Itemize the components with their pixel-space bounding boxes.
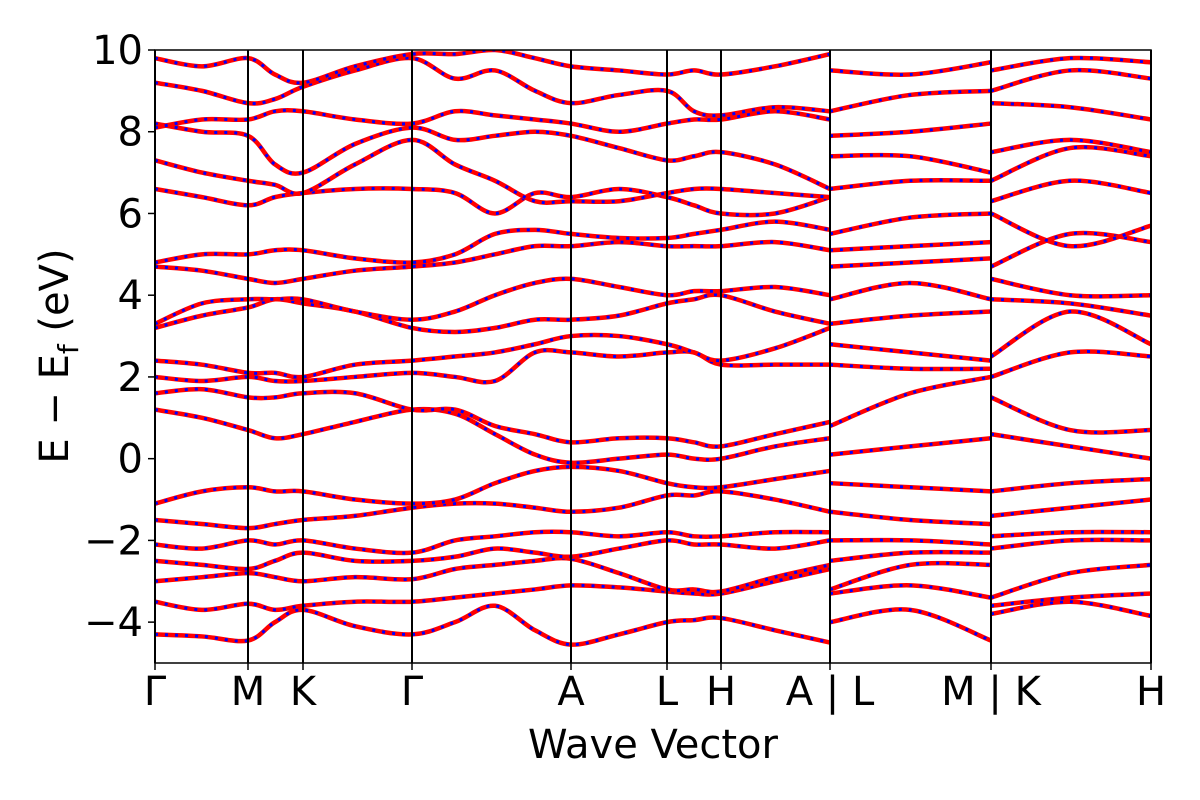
y-axis-label: E − Ef (eV) [32,248,85,463]
band-line-dashed [155,556,1151,600]
band-line [155,599,1151,647]
x-tick-label: A | L [786,669,875,715]
band-line-dashed [155,538,1151,571]
band-line-dashed [155,56,1151,118]
band-line-dashed [155,212,1151,265]
band-line [155,211,1151,265]
y-tick-label: 2 [118,355,143,401]
band-line-dashed [155,231,1151,285]
y-label-main: E − E [32,354,78,464]
band-line-dashed [155,567,1151,612]
y-tick-label: 8 [118,110,143,156]
band-line-dashed [155,293,1151,334]
x-tick-label: A [557,669,585,715]
band-line [155,537,1151,572]
x-axis-label: Wave Vector [528,722,779,768]
y-label-sub: f [52,343,85,354]
x-tick-label: H [1136,669,1166,715]
band-line-dashed [155,530,1151,555]
band-line-dashed [155,600,1151,647]
band-line [155,100,1151,139]
band-line [155,178,1151,237]
band-line-dashed [155,489,1151,530]
band-line-dashed [155,50,1151,85]
band-line-dashed [155,407,1151,465]
x-tick-label: H [706,669,736,715]
x-tick-label: M | K [941,669,1042,715]
band-line [155,121,1151,192]
band-line-dashed [155,465,1151,506]
band-line-dashed [155,122,1151,191]
bands [155,50,1151,647]
band-line-dashed [155,375,1151,449]
y-label-suffix: (eV) [32,248,78,344]
y-tick-label: 4 [118,273,143,319]
x-tick-label: L [656,669,679,715]
band-line-dashed [155,348,1151,384]
x-tick-label: K [290,669,318,715]
y-tick-label: 10 [92,28,143,74]
y-tick-label: 0 [118,437,143,483]
y-tick-label: −2 [84,518,143,564]
band-line [155,50,1151,86]
band-line-dashed [155,138,1151,205]
band-line-dashed [155,101,1151,138]
plot-frame [154,49,1152,664]
y-tick-label: 6 [118,191,143,237]
y-tick-label: −4 [84,600,143,646]
band-line-dashed [155,277,1151,326]
band-line-dashed [155,179,1151,236]
x-tick-label: Γ [401,669,424,715]
x-tick-label: Γ [144,669,167,715]
band-line [155,489,1151,531]
band-line [155,309,1151,380]
x-tick-label: M [231,669,266,715]
band-line-dashed [155,310,1151,379]
